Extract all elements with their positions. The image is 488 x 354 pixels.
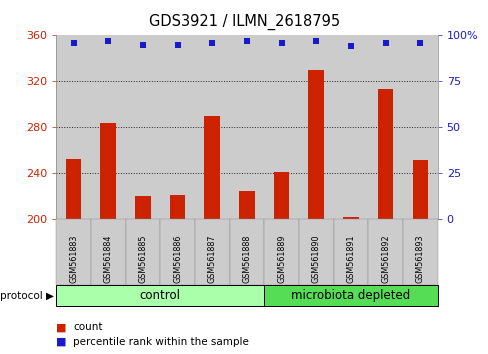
Text: GDS3921 / ILMN_2618795: GDS3921 / ILMN_2618795 (149, 14, 339, 30)
Bar (195, 35, 229, 219)
Bar (377, 90, 393, 219)
Text: GSM561883: GSM561883 (69, 235, 78, 283)
Bar (91, 35, 125, 219)
Text: percentile rank within the sample: percentile rank within the sample (73, 337, 249, 347)
Text: GSM561885: GSM561885 (138, 235, 147, 283)
Text: GSM561890: GSM561890 (311, 235, 320, 283)
Point (312, 38, 320, 44)
Text: ■: ■ (56, 337, 66, 347)
Text: count: count (73, 322, 102, 332)
Point (173, 42, 181, 47)
Text: GSM561893: GSM561893 (415, 235, 424, 283)
Bar (239, 191, 254, 219)
Point (243, 38, 250, 44)
Bar (264, 35, 298, 219)
Text: GSM561889: GSM561889 (277, 235, 285, 283)
Point (69, 40, 77, 46)
Bar (343, 217, 358, 219)
Text: GSM561887: GSM561887 (207, 235, 216, 283)
Bar (333, 35, 367, 219)
Text: control: control (140, 289, 181, 302)
Bar (56, 35, 91, 219)
Bar (402, 35, 437, 219)
Point (416, 40, 424, 46)
Text: GSM561886: GSM561886 (173, 235, 182, 283)
Text: protocol ▶: protocol ▶ (0, 291, 54, 301)
Text: GSM561891: GSM561891 (346, 235, 355, 283)
Text: microbiota depleted: microbiota depleted (291, 289, 410, 302)
Bar (65, 159, 81, 219)
Bar (412, 160, 427, 219)
Bar (125, 35, 160, 219)
Point (346, 44, 354, 49)
Bar (204, 116, 220, 219)
Point (208, 40, 216, 46)
Bar (169, 195, 185, 219)
Point (277, 40, 285, 46)
Text: ■: ■ (56, 322, 66, 332)
Bar (229, 35, 264, 219)
Text: GSM561884: GSM561884 (103, 235, 113, 283)
Text: GSM561892: GSM561892 (380, 235, 389, 283)
Bar (160, 35, 195, 219)
Bar (100, 123, 116, 219)
Point (381, 40, 389, 46)
Bar (135, 196, 150, 219)
Point (104, 38, 112, 44)
Bar (367, 35, 402, 219)
Bar (273, 172, 289, 219)
Point (139, 42, 146, 47)
Text: GSM561888: GSM561888 (242, 235, 251, 283)
Bar (308, 70, 324, 219)
Bar (298, 35, 333, 219)
